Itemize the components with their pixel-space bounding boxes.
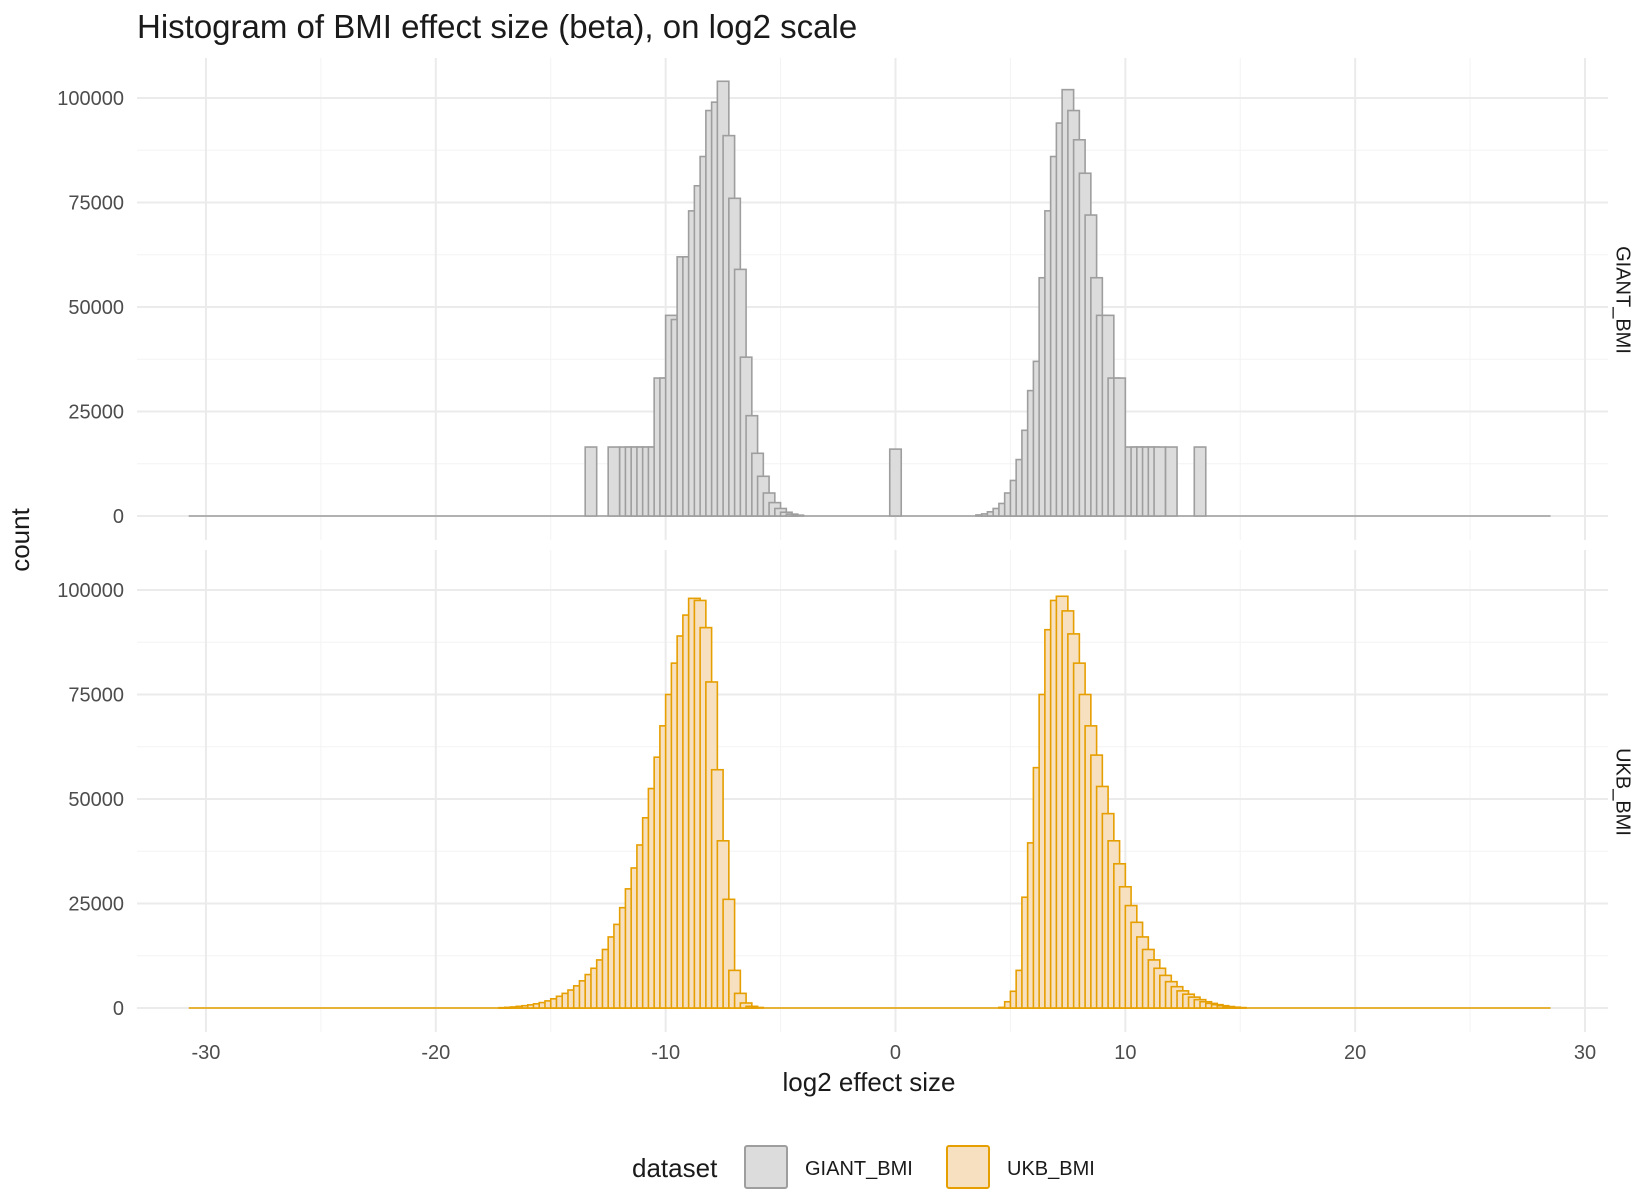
y-tick-label: 0	[113, 998, 124, 1020]
x-axis-title: log2 effect size	[783, 1067, 956, 1097]
x-tick-label: 20	[1344, 1042, 1366, 1064]
x-tick-label: -20	[421, 1042, 450, 1064]
legend-key-giant	[744, 1145, 788, 1189]
y-tick-label: 25000	[68, 894, 124, 916]
y-tick-label: 50000	[68, 297, 124, 319]
histogram-bar	[584, 446, 598, 517]
facet-panel-ukb: 0 25000 50000 75000 100000 UKB_BMI	[57, 550, 1634, 1032]
histogram-bar	[1164, 446, 1178, 517]
x-tick-labels: -30 -20 -10 0 10 20 30	[192, 1042, 1597, 1064]
histogram-bar	[751, 1006, 765, 1009]
histogram-bar	[1233, 1006, 1247, 1009]
histogram-bar	[1113, 377, 1127, 517]
x-tick-label: 10	[1114, 1042, 1136, 1064]
histogram-bar	[1193, 446, 1207, 517]
histogram-bars-giant	[188, 80, 1551, 517]
x-tick-label: -10	[651, 1042, 680, 1064]
y-tick-label: 100000	[57, 580, 124, 602]
legend: dataset GIANT_BMI UKB_BMI	[632, 1145, 1095, 1189]
facet-strip-label-giant: GIANT_BMI	[1612, 246, 1634, 354]
facet-panel-giant: 0 25000 50000 75000 100000 GIANT_BMI	[57, 58, 1634, 540]
x-tick-label: 30	[1574, 1042, 1596, 1064]
y-tick-label: 75000	[68, 193, 124, 215]
histogram-bar	[791, 514, 805, 517]
legend-title: dataset	[632, 1153, 718, 1183]
y-tick-label: 75000	[68, 685, 124, 707]
histogram-bar	[607, 446, 621, 517]
histogram-bar	[888, 448, 903, 517]
x-tick-label: 0	[890, 1042, 901, 1064]
legend-label-giant: GIANT_BMI	[805, 1158, 913, 1180]
chart-title: Histogram of BMI effect size (beta), on …	[137, 8, 857, 45]
legend-key-ukb	[946, 1145, 990, 1189]
y-tick-label: 25000	[68, 402, 124, 424]
legend-label-ukb: UKB_BMI	[1007, 1158, 1095, 1180]
y-axis-title: count	[5, 507, 35, 571]
histogram-bar	[1153, 446, 1167, 517]
y-tick-label: 50000	[68, 789, 124, 811]
histogram-bars-ukb	[188, 595, 1551, 1009]
y-tick-label: 0	[113, 506, 124, 528]
y-tick-labels-ukb: 0 25000 50000 75000 100000	[57, 580, 124, 1020]
y-tick-label: 100000	[57, 88, 124, 110]
y-tick-labels-giant: 0 25000 50000 75000 100000	[57, 88, 124, 528]
x-tick-label: -30	[192, 1042, 221, 1064]
facet-strip-label-ukb: UKB_BMI	[1612, 748, 1634, 836]
